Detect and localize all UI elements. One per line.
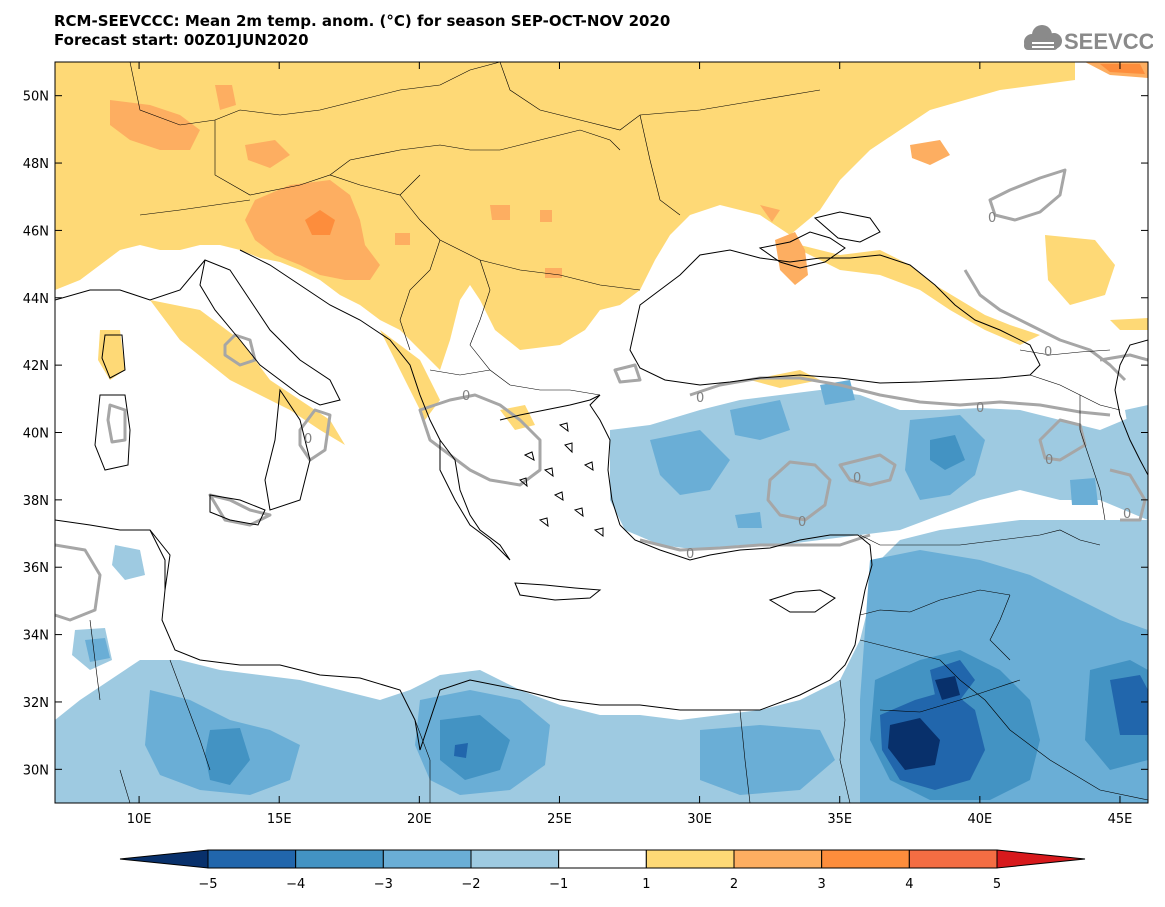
colorbar-labels: −5 −4 −3 −2 −1 1 2 3 4 5	[198, 877, 1001, 892]
contour-label: 0	[304, 432, 312, 447]
temperature-anomaly-map: 0 0 0 0 0 0 0 0 0 0 0 10E 15E 20E 25E 30E 35E…	[23, 61, 1149, 827]
contour-label: 0	[1044, 345, 1052, 360]
lon-tick-label: 45E	[1108, 812, 1133, 827]
lon-tick-label: 35E	[827, 812, 852, 827]
lat-tick-label: 38N	[23, 494, 49, 509]
lon-tick-label: 15E	[267, 812, 292, 827]
map-title: RCM-SEEVCCC: Mean 2m temp. anom. (°C) fo…	[54, 12, 670, 50]
contour-label: 0	[853, 471, 861, 486]
colorbar-swatch	[558, 849, 647, 869]
colorbar-swatch	[821, 849, 910, 869]
lon-tick-label: 25E	[547, 812, 572, 827]
colorbar-label: −1	[549, 877, 568, 892]
colorbar-label: 2	[730, 877, 738, 892]
logo-text: SEEVCCC	[1064, 29, 1153, 54]
contour-label: 0	[1045, 453, 1053, 468]
colorbar-swatch	[295, 849, 384, 869]
contour-label: 0	[976, 401, 984, 416]
seevccc-logo: SEEVCCC	[1024, 25, 1153, 54]
cloud-icon	[1024, 25, 1062, 50]
lat-tick-label: 40N	[23, 427, 49, 442]
colorbar-swatch	[733, 849, 823, 869]
latitude-axis: 30N 32N 34N 36N 38N 40N 42N 44N 46N 48N 50N	[23, 90, 1148, 778]
lat-tick-label: 34N	[23, 629, 49, 644]
colorbar-swatch	[382, 849, 472, 869]
colorbar-label: −4	[286, 877, 305, 892]
lat-tick-label: 32N	[23, 696, 49, 711]
lon-tick-label: 30E	[687, 812, 712, 827]
anomaly-shade-plus1	[55, 62, 1148, 445]
coastlines	[55, 211, 1148, 751]
contour-label: 0	[696, 391, 704, 406]
colorbar-swatch-min	[119, 849, 209, 869]
country-borders	[89, 62, 1148, 803]
colorbar-label: 1	[642, 877, 650, 892]
lat-tick-label: 36N	[23, 561, 49, 576]
longitude-axis: 10E 15E 20E 25E 30E 35E 40E 45E	[127, 62, 1133, 827]
anomaly-shade-minus5	[888, 676, 960, 770]
contour-label: 0	[462, 389, 470, 404]
contour-label: 0	[798, 515, 806, 530]
lat-tick-label: 44N	[23, 292, 49, 307]
lat-tick-label: 46N	[23, 224, 49, 239]
colorbar-swatch	[470, 849, 560, 869]
lat-tick-label: 30N	[23, 763, 49, 778]
contour-label: 0	[686, 547, 694, 562]
lat-tick-label: 42N	[23, 359, 49, 374]
colorbar-label: −2	[461, 877, 480, 892]
colorbar-swatch	[645, 849, 735, 869]
colorbar-label: 3	[818, 877, 826, 892]
lon-tick-label: 40E	[967, 812, 992, 827]
lon-tick-label: 20E	[407, 812, 432, 827]
lon-tick-label: 10E	[127, 812, 152, 827]
contour-label: 0	[1123, 507, 1131, 522]
anomaly-shade-plus3	[305, 64, 1145, 235]
contour-labels: 0 0 0 0 0 0 0 0 0 0 0	[304, 211, 1131, 562]
title-line-2: Forecast start: 00Z01JUN2020	[54, 31, 309, 49]
colorbar-swatch-max	[996, 849, 1086, 869]
title-line-1: RCM-SEEVCCC: Mean 2m temp. anom. (°C) fo…	[54, 12, 671, 30]
colorbar-label: 4	[905, 877, 913, 892]
contour-label: 0	[988, 211, 996, 226]
colorbar-swatch	[207, 849, 297, 869]
lat-tick-label: 48N	[23, 157, 49, 172]
colorbar-swatch	[908, 849, 998, 869]
colorbar-label: −3	[374, 877, 393, 892]
colorbar-label: −5	[198, 877, 217, 892]
lat-tick-label: 50N	[23, 90, 49, 105]
colorbar-swatches	[119, 849, 1086, 869]
colorbar-label: 5	[993, 877, 1001, 892]
